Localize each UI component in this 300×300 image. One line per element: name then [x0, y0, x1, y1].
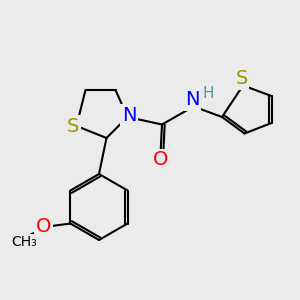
Text: CH₃: CH₃: [11, 236, 37, 249]
Text: S: S: [235, 69, 248, 88]
Text: N: N: [185, 90, 199, 110]
Text: S: S: [67, 116, 79, 136]
Text: O: O: [36, 217, 51, 236]
Text: N: N: [122, 106, 136, 125]
Text: O: O: [153, 150, 168, 170]
Text: H: H: [203, 86, 214, 101]
